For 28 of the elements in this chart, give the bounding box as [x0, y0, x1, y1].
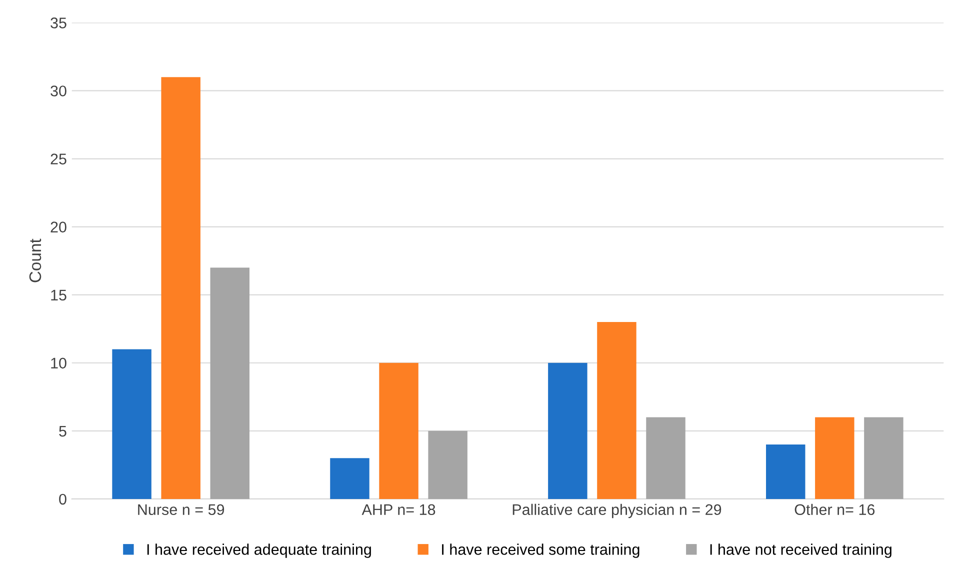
bar: [428, 430, 468, 499]
x-tick-label: Nurse n = 59: [138, 504, 224, 516]
legend-label: I have received adequate training: [147, 544, 371, 558]
x-tick-label: Other n= 16: [794, 504, 875, 516]
y-tick-label: 0: [59, 494, 66, 505]
bar: [864, 417, 904, 499]
y-tick-label: 10: [51, 358, 66, 369]
y-tick-label: 15: [51, 290, 66, 301]
y-tick-label: 5: [59, 426, 66, 437]
y-tick-label: 20: [50, 222, 66, 232]
bar: [815, 417, 854, 499]
bar: [379, 362, 418, 499]
y-tick-label: 35: [50, 18, 66, 28]
legend-label: I have not received training: [710, 544, 892, 558]
bar: [112, 349, 152, 499]
x-tick-label: Palliative care physician n = 29: [512, 504, 722, 518]
bar: [597, 322, 636, 499]
bar: [330, 458, 370, 499]
y-tick-label: 25: [50, 154, 66, 164]
bar: [161, 77, 200, 499]
legend-label: I have received some training: [442, 544, 640, 558]
bar: [210, 268, 250, 499]
bar: [766, 444, 806, 499]
y-tick-label: 30: [50, 86, 66, 96]
bar: [646, 417, 686, 499]
bar: [548, 362, 588, 499]
y-axis-title: Count: [29, 238, 42, 282]
x-tick-label: AHP n= 18: [362, 504, 436, 516]
